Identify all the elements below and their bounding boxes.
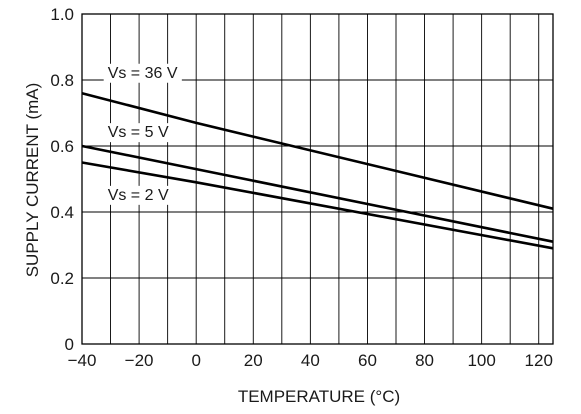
x-tick-labels: −40 −20 0 20 40 60 80 100 120 — [68, 351, 553, 370]
y-tick-label: 0.8 — [50, 71, 74, 90]
plot-frame — [82, 14, 553, 344]
y-tick-label: 0.4 — [50, 203, 74, 222]
grid — [82, 14, 553, 344]
series-lines — [82, 93, 553, 248]
x-tick-label: 80 — [415, 351, 434, 370]
x-tick-label: 120 — [525, 351, 553, 370]
x-tick-label: 20 — [244, 351, 263, 370]
y-axis-label: SUPPLY CURRENT (mA) — [23, 83, 42, 278]
x-tick-label: 60 — [358, 351, 377, 370]
series-line — [82, 163, 553, 249]
y-tick-label: 0.2 — [50, 269, 74, 288]
y-tick-label: 1.0 — [50, 5, 74, 24]
x-tick-label: 0 — [191, 351, 200, 370]
x-axis-label: TEMPERATURE (°C) — [238, 387, 400, 406]
y-tick-label: 0.6 — [50, 137, 74, 156]
y-tick-label: 0 — [65, 335, 74, 354]
x-tick-label: 100 — [467, 351, 495, 370]
series-label: Vs = 2 V — [108, 187, 169, 204]
series-label: Vs = 5 V — [108, 124, 169, 141]
x-tick-label: −20 — [125, 351, 154, 370]
y-tick-labels: 0 0.2 0.4 0.6 0.8 1.0 — [50, 5, 74, 354]
series-labels: Vs = 36 V Vs = 5 V Vs = 2 V — [104, 64, 182, 205]
series-label: Vs = 36 V — [108, 65, 178, 82]
x-tick-label: 40 — [301, 351, 320, 370]
